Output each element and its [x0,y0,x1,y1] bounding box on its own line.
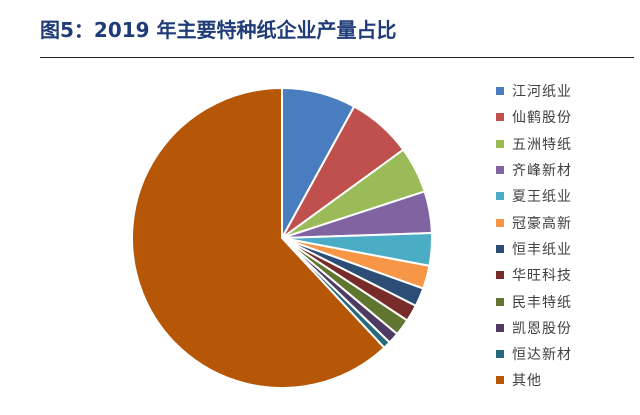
legend-item-5: 冠豪高新 [496,209,572,235]
legend-swatch [496,192,504,201]
legend-label: 仙鹤股份 [512,110,572,127]
legend-label: 凯恩股份 [512,320,572,337]
legend-item-9: 凯恩股份 [496,315,572,341]
legend-item-6: 恒丰纸业 [496,236,572,262]
legend-item-0: 江河纸业 [496,78,572,104]
legend-swatch [496,244,504,253]
legend-swatch [496,376,504,385]
legend-item-7: 华旺科技 [496,262,572,288]
legend-label: 冠豪高新 [512,215,572,232]
legend-item-3: 齐峰新材 [496,157,572,183]
chart-legend: 江河纸业仙鹤股份五洲特纸齐峰新材夏王纸业冠豪高新恒丰纸业华旺科技民丰特纸凯恩股份… [496,78,572,394]
chart-title: 图5：2019 年主要特种纸企业产量占比 [40,18,397,42]
legend-item-2: 五洲特纸 [496,131,572,157]
legend-item-4: 夏王纸业 [496,183,572,209]
title-divider [40,57,634,58]
legend-swatch [496,218,504,227]
legend-swatch [496,87,504,96]
legend-swatch [496,166,504,175]
legend-item-10: 恒达新材 [496,341,572,367]
legend-label: 齐峰新材 [512,163,572,180]
legend-swatch [496,297,504,306]
legend-swatch [496,323,504,332]
legend-label: 华旺科技 [512,268,572,285]
legend-item-8: 民丰特纸 [496,288,572,314]
legend-swatch [496,350,504,359]
legend-label: 恒丰纸业 [512,241,572,258]
legend-swatch [496,113,504,122]
legend-label: 五洲特纸 [512,136,572,153]
legend-label: 民丰特纸 [512,294,572,311]
legend-label: 夏王纸业 [512,189,572,206]
legend-item-11: 其他 [496,367,572,393]
legend-swatch [496,271,504,280]
legend-label: 恒达新材 [512,347,572,364]
legend-item-1: 仙鹤股份 [496,104,572,130]
legend-label: 其他 [512,373,542,390]
legend-swatch [496,139,504,148]
legend-label: 江河纸业 [512,84,572,101]
pie-slice-11 [131,86,386,389]
